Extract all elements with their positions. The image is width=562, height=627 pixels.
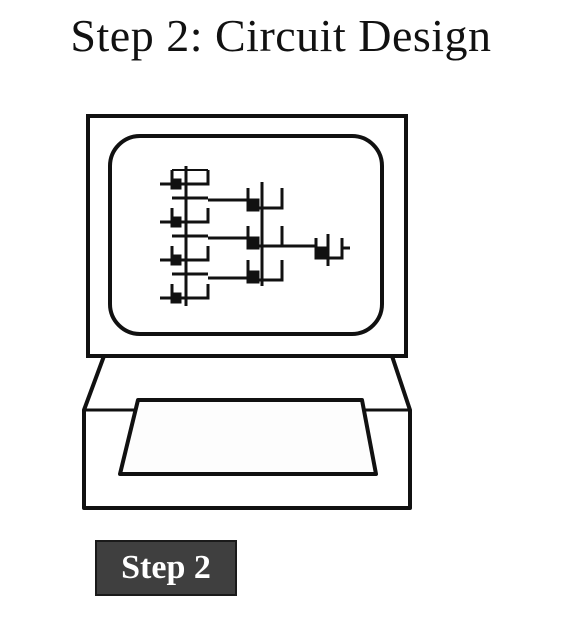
computer-terminal-icon xyxy=(82,114,412,510)
keyboard-panel xyxy=(118,398,378,476)
gate-column-left xyxy=(160,166,210,306)
step-badge: Step 2 xyxy=(95,540,237,596)
gate-column-middle xyxy=(246,182,284,286)
circuit-wires xyxy=(208,198,316,280)
page-title: Step 2: Circuit Design xyxy=(70,10,492,61)
logic-circuit-schematic-icon xyxy=(160,166,350,306)
gate-output xyxy=(314,234,350,266)
monitor-screen xyxy=(108,134,384,336)
